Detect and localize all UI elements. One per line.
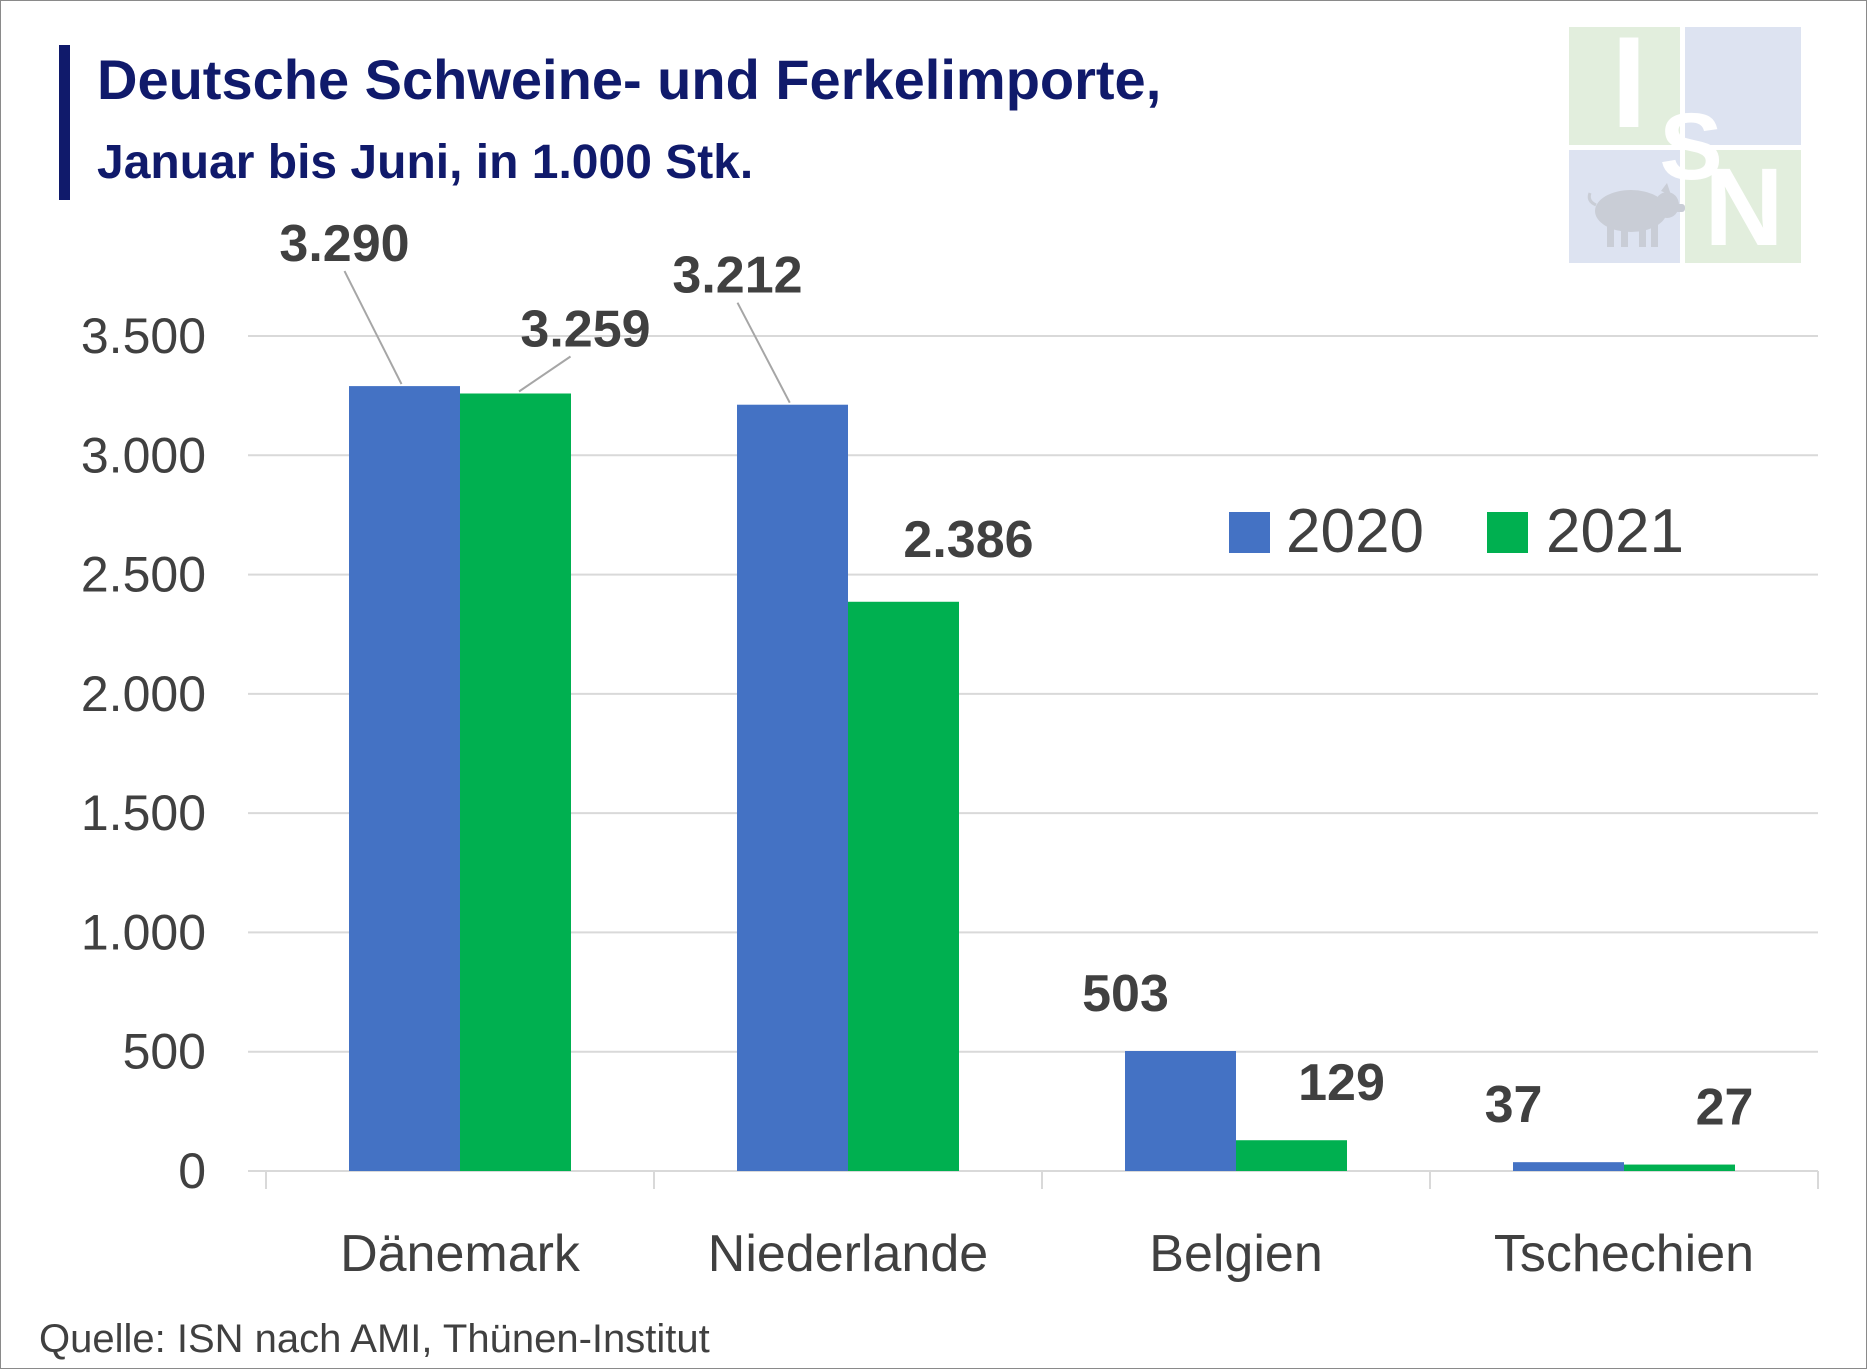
bar-2020 bbox=[1125, 1050, 1236, 1171]
svg-text:I: I bbox=[1611, 27, 1647, 155]
svg-text:S: S bbox=[1659, 94, 1722, 200]
legend: 2020 2021 bbox=[1229, 497, 1684, 566]
data-labels: 3.290 3.212 503 37 3.259 2.386 129 27 bbox=[279, 215, 1753, 1136]
y-tick-label: 2.500 bbox=[81, 547, 206, 603]
bars bbox=[349, 386, 1735, 1172]
data-label: 3.259 bbox=[520, 300, 650, 358]
y-tick-label: 0 bbox=[178, 1143, 206, 1199]
x-category-label: Niederlande bbox=[708, 1225, 988, 1283]
bar-2021 bbox=[1236, 1140, 1347, 1171]
logo-green-tile bbox=[1569, 27, 1680, 145]
y-tick-label: 1.000 bbox=[81, 904, 206, 960]
leader-line bbox=[736, 302, 791, 404]
x-category-label: Tschechien bbox=[1494, 1225, 1754, 1283]
bar-2020 bbox=[737, 404, 848, 1171]
pig-icon bbox=[1587, 183, 1685, 247]
y-tick-label: 3.000 bbox=[81, 427, 206, 483]
source-note: Quelle: ISN nach AMI, Thünen-Institut bbox=[39, 1317, 710, 1361]
legend-label: 2021 bbox=[1546, 497, 1684, 566]
isn-logo-icon: I S N bbox=[1569, 27, 1801, 263]
legend-label: 2020 bbox=[1286, 497, 1424, 566]
data-label: 37 bbox=[1485, 1076, 1543, 1134]
data-label: 129 bbox=[1298, 1054, 1385, 1112]
leader-line bbox=[518, 355, 572, 393]
legend-swatch-2021 bbox=[1487, 512, 1528, 553]
data-label: 2.386 bbox=[903, 511, 1033, 569]
data-label: 27 bbox=[1696, 1079, 1754, 1137]
logo-green-tile bbox=[1685, 150, 1801, 263]
svg-text:N: N bbox=[1704, 146, 1783, 263]
chart-title: Deutsche Schweine- und Ferkelimporte, bbox=[97, 48, 1162, 111]
x-category-label: Dänemark bbox=[340, 1225, 581, 1283]
chart-subtitle: Januar bis Juni, in 1.000 Stk. bbox=[97, 136, 754, 189]
y-tick-label: 1.500 bbox=[81, 785, 206, 841]
data-label: 3.290 bbox=[279, 215, 409, 273]
bar-2021 bbox=[460, 393, 571, 1171]
y-tick-label: 3.500 bbox=[81, 308, 206, 364]
bar-2021 bbox=[1624, 1164, 1735, 1171]
x-category-label: Belgien bbox=[1149, 1225, 1322, 1283]
bar-2020 bbox=[349, 386, 460, 1172]
data-label: 3.212 bbox=[672, 247, 802, 305]
legend-swatch-2020 bbox=[1229, 512, 1270, 553]
y-tick-label: 2.000 bbox=[81, 666, 206, 722]
logo-blue-tile bbox=[1685, 27, 1801, 145]
leader-line bbox=[343, 270, 403, 385]
y-tick-label: 500 bbox=[123, 1024, 206, 1080]
title-accent-bar bbox=[59, 45, 70, 200]
data-label: 503 bbox=[1082, 965, 1169, 1023]
bar-2021 bbox=[848, 601, 959, 1171]
bar-2020 bbox=[1513, 1162, 1624, 1171]
